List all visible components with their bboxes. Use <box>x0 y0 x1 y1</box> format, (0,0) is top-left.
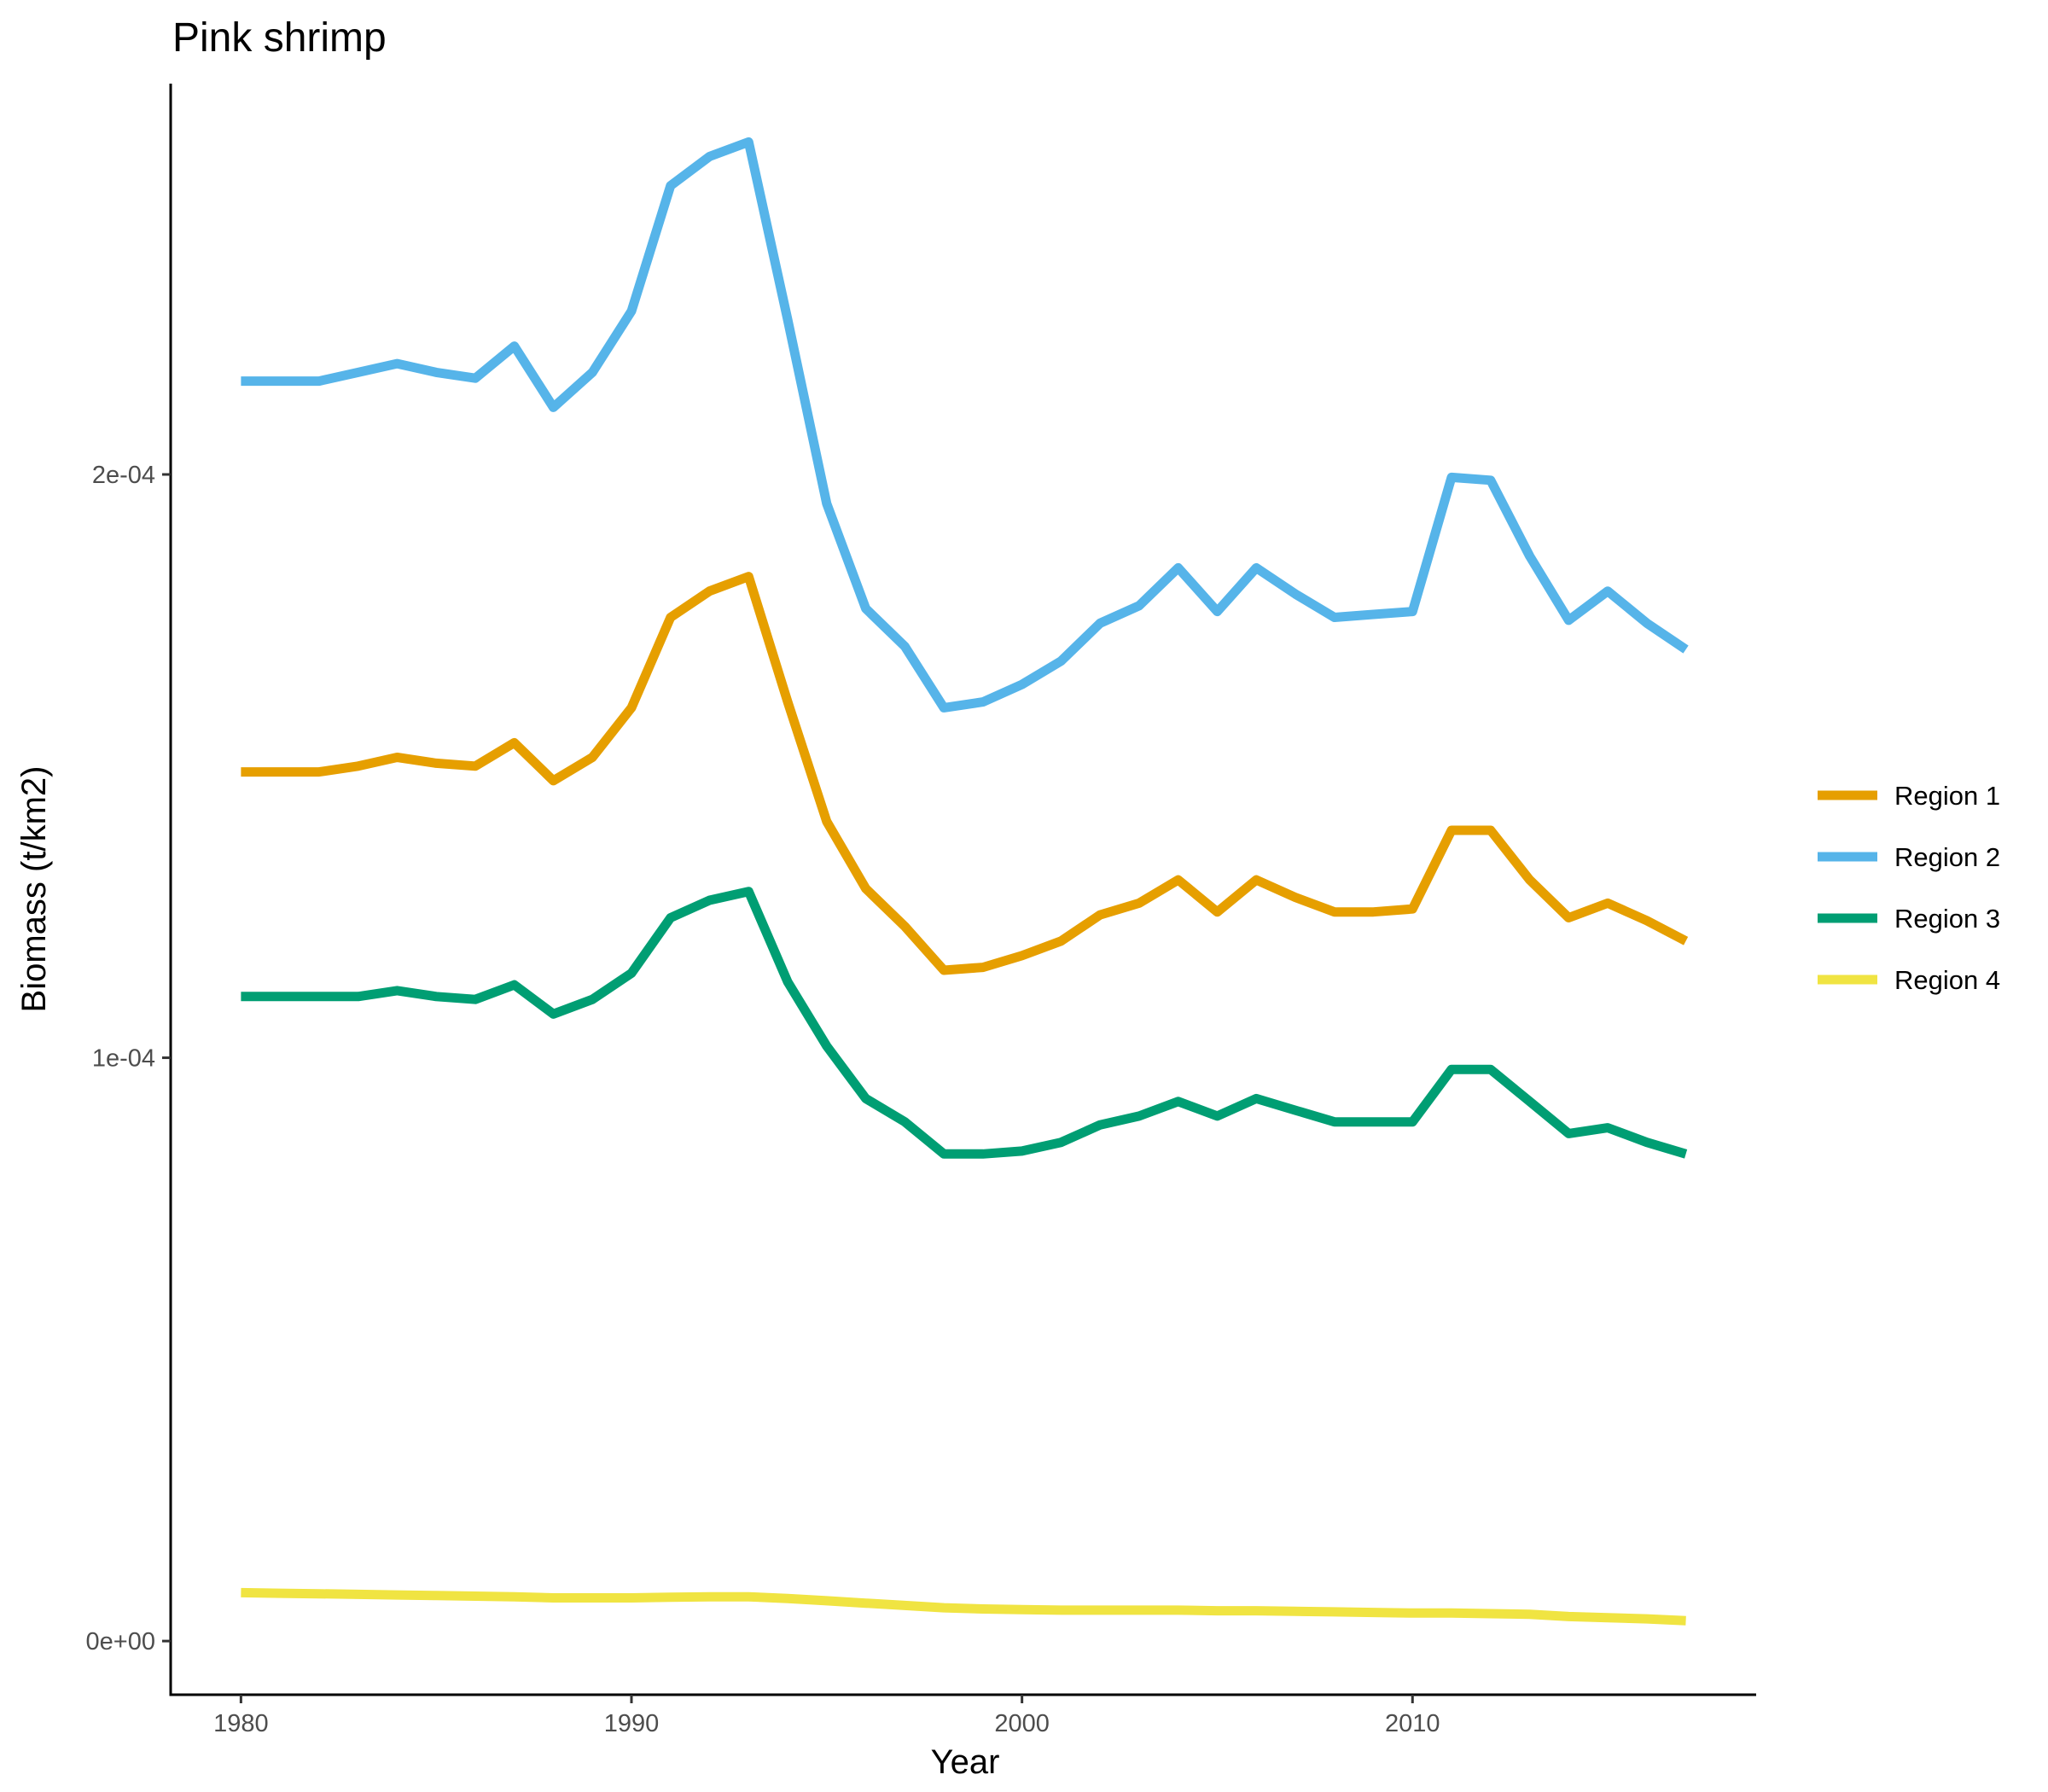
legend-label-region-3: Region 3 <box>1894 904 2000 934</box>
series-layer <box>241 137 1689 1626</box>
x-tick-label: 1980 <box>213 1710 269 1737</box>
x-axis-title: Year <box>931 1743 1000 1781</box>
legend-label-region-1: Region 1 <box>1894 781 2000 811</box>
series-line-region-1 <box>241 572 1689 975</box>
x-tick-label: 1990 <box>604 1710 660 1737</box>
y-axis-title: Biomass (t/km2) <box>15 766 53 1013</box>
series-line-region-4 <box>241 1587 1686 1626</box>
chart-title: Pink shrimp <box>172 15 387 61</box>
y-tick-label: 0e+00 <box>86 1628 155 1655</box>
series-line-region-2 <box>241 137 1689 713</box>
legend-label-region-4: Region 4 <box>1894 965 2000 995</box>
legend: Region 1 Region 2 Region 3 Region 4 <box>1818 781 2000 995</box>
x-tick-label: 2000 <box>994 1710 1050 1737</box>
series-line-region-3 <box>241 887 1688 1159</box>
y-tick-label: 2e-04 <box>92 462 155 489</box>
y-axis-ticks: 0e+00 1e-04 2e-04 <box>86 462 171 1655</box>
x-axis-ticks: 1980 1990 2000 2010 <box>213 1695 1440 1737</box>
x-tick-label: 2010 <box>1385 1710 1440 1737</box>
y-tick-label: 1e-04 <box>92 1045 155 1073</box>
legend-label-region-2: Region 2 <box>1894 842 2000 872</box>
